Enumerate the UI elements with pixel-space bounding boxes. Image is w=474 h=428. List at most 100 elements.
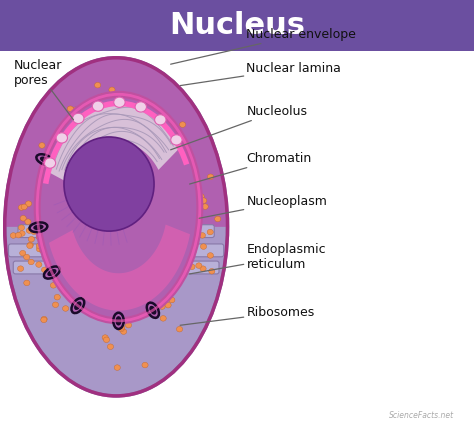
Circle shape [159, 304, 165, 309]
Circle shape [109, 87, 115, 92]
Circle shape [110, 96, 117, 101]
Circle shape [129, 285, 136, 291]
Circle shape [36, 247, 43, 252]
Circle shape [36, 230, 42, 235]
Circle shape [160, 315, 166, 321]
Circle shape [55, 229, 61, 235]
Circle shape [162, 228, 168, 234]
Circle shape [55, 247, 61, 253]
Circle shape [63, 250, 69, 256]
Ellipse shape [71, 142, 153, 229]
Circle shape [201, 198, 207, 203]
Circle shape [191, 228, 198, 234]
Circle shape [145, 265, 151, 270]
Circle shape [42, 255, 48, 260]
Polygon shape [48, 104, 180, 185]
Ellipse shape [29, 223, 47, 232]
Ellipse shape [73, 145, 140, 227]
Circle shape [111, 238, 117, 243]
Circle shape [42, 267, 48, 273]
Circle shape [120, 329, 127, 334]
Circle shape [36, 235, 42, 240]
Circle shape [40, 248, 46, 254]
Circle shape [47, 226, 53, 232]
Circle shape [201, 244, 207, 250]
Circle shape [25, 219, 31, 224]
Circle shape [105, 259, 111, 265]
Circle shape [169, 297, 175, 303]
Circle shape [101, 264, 107, 270]
Circle shape [70, 253, 76, 258]
Ellipse shape [67, 143, 151, 220]
Circle shape [48, 241, 55, 247]
Ellipse shape [64, 137, 154, 231]
Circle shape [85, 231, 91, 237]
Circle shape [18, 225, 25, 230]
Circle shape [73, 113, 84, 124]
Circle shape [91, 247, 97, 252]
Circle shape [176, 327, 182, 332]
Circle shape [65, 234, 71, 239]
Text: Nucleolus: Nucleolus [171, 105, 308, 150]
Circle shape [63, 267, 69, 272]
Circle shape [63, 226, 69, 232]
Circle shape [178, 137, 184, 142]
Circle shape [148, 256, 154, 262]
Circle shape [162, 239, 168, 244]
Circle shape [72, 233, 78, 239]
Circle shape [103, 337, 109, 342]
Ellipse shape [72, 298, 84, 313]
Circle shape [10, 233, 17, 238]
Text: Nucleoplasm: Nucleoplasm [199, 195, 328, 218]
Circle shape [18, 205, 25, 210]
Circle shape [27, 243, 33, 249]
Ellipse shape [74, 140, 151, 229]
Circle shape [110, 252, 116, 258]
Circle shape [134, 243, 140, 249]
Circle shape [34, 225, 40, 230]
Circle shape [144, 251, 150, 257]
Circle shape [44, 255, 50, 260]
Circle shape [86, 235, 92, 241]
Circle shape [67, 106, 73, 112]
Circle shape [53, 266, 59, 271]
Circle shape [110, 266, 116, 271]
Circle shape [180, 122, 186, 128]
Circle shape [128, 230, 134, 236]
Circle shape [135, 264, 141, 270]
Circle shape [85, 294, 91, 300]
Circle shape [26, 228, 32, 233]
Circle shape [117, 260, 123, 265]
Circle shape [36, 243, 42, 249]
FancyBboxPatch shape [0, 0, 474, 51]
Circle shape [164, 268, 171, 273]
FancyBboxPatch shape [69, 244, 104, 257]
Circle shape [209, 268, 215, 274]
Circle shape [50, 227, 56, 233]
Circle shape [148, 300, 154, 305]
Circle shape [207, 229, 213, 235]
Circle shape [83, 259, 89, 264]
Circle shape [108, 344, 114, 350]
Circle shape [126, 322, 132, 328]
Circle shape [44, 244, 50, 250]
Circle shape [121, 266, 127, 271]
Circle shape [152, 259, 158, 265]
Ellipse shape [70, 147, 140, 221]
Circle shape [142, 362, 148, 368]
Text: ScienceFacts.net: ScienceFacts.net [389, 410, 454, 420]
Circle shape [202, 204, 208, 209]
Ellipse shape [115, 316, 121, 326]
FancyBboxPatch shape [179, 225, 214, 238]
Ellipse shape [70, 140, 154, 225]
Circle shape [41, 316, 47, 322]
Circle shape [46, 263, 52, 268]
Circle shape [155, 238, 161, 244]
Circle shape [83, 247, 89, 253]
Circle shape [99, 94, 105, 99]
Circle shape [154, 278, 160, 283]
Circle shape [71, 244, 77, 249]
Circle shape [82, 260, 88, 265]
Circle shape [107, 260, 113, 265]
Circle shape [133, 286, 139, 292]
